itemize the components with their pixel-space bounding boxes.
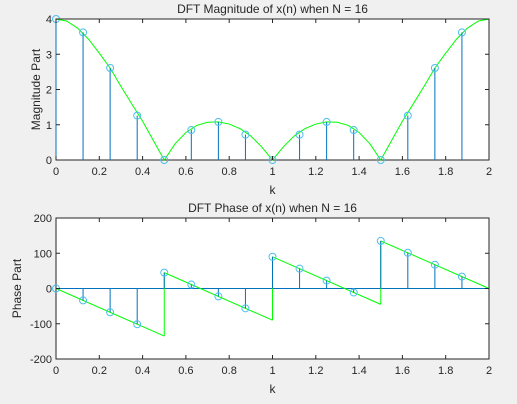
magnitude-y-tick-label: 4: [46, 14, 52, 26]
magnitude-stem-marker: [160, 156, 169, 164]
phase-y-tick-label: 200: [34, 213, 52, 225]
magnitude-stem-marker: [349, 126, 358, 135]
phase-stem-marker: [79, 296, 88, 305]
magnitude-x-tick-label: 0.4: [135, 166, 150, 178]
phase-stem-marker: [403, 248, 412, 257]
phase-stem-marker: [349, 288, 358, 297]
phase-stem-marker: [295, 264, 304, 273]
phase-stem-marker: [241, 304, 250, 313]
magnitude-stem-marker: [430, 63, 439, 72]
phase-x-axis-label: k: [270, 382, 277, 396]
magnitude-x-tick-label: 0.8: [222, 166, 237, 178]
magnitude-stem-marker: [295, 130, 304, 139]
phase-x-tick-label: 0: [53, 365, 59, 377]
magnitude-x-tick-label: 2: [486, 166, 492, 178]
magnitude-y-tick-label: 0: [46, 155, 52, 167]
phase-stem-marker: [214, 292, 223, 301]
phase-x-tick-label: 1.8: [438, 365, 453, 377]
phase-curve-segment: [272, 256, 381, 305]
magnitude-chart: 0 0.2 0.4 0.6 0.8 1 1.2 1.4 1.6 1.8 2 0 1 2 3 4 DFT Ma…: [29, 2, 492, 197]
magnitude-x-tick-label: 1: [269, 166, 275, 178]
magnitude-y-tick-label: 3: [46, 49, 52, 61]
phase-stem-marker: [457, 272, 466, 281]
phase-x-tick-label: 1.4: [351, 365, 366, 377]
magnitude-stem-marker: [403, 111, 412, 120]
phase-x-tick-label: 0.4: [135, 365, 150, 377]
phase-stem-marker: [160, 268, 169, 277]
magnitude-x-tick-label: 0.6: [178, 166, 193, 178]
magnitude-plot-area: [55, 18, 490, 161]
magnitude-stem-marker: [457, 28, 466, 37]
magnitude-stem-marker: [133, 111, 142, 120]
phase-stem-marker: [133, 320, 142, 329]
phase-y-tick-label: -100: [30, 319, 52, 331]
phase-stem-marker: [268, 252, 277, 261]
magnitude-x-tick-label: 1.6: [395, 166, 410, 178]
magnitude-y-tick-label: 2: [46, 85, 52, 97]
phase-stem-marker: [430, 260, 439, 269]
phase-y-tick-label: -200: [30, 354, 52, 366]
phase-curve-segment: [164, 272, 273, 321]
phase-y-axis-label: Phase Part: [10, 258, 24, 318]
magnitude-stem-marker: [376, 156, 385, 164]
phase-x-tick-label: 1.6: [395, 365, 410, 377]
magnitude-stem-marker: [187, 126, 196, 135]
phase-x-tick-label: 1: [269, 365, 275, 377]
magnitude-stem-marker: [106, 63, 115, 72]
phase-stem-marker: [376, 236, 385, 245]
phase-y-tick-label: 0: [46, 284, 52, 296]
magnitude-x-tick-label: 1.2: [308, 166, 323, 178]
phase-stem-marker: [106, 308, 115, 317]
magnitude-x-tick-label: 0.2: [92, 166, 107, 178]
magnitude-x-axis-label: k: [270, 183, 277, 197]
magnitude-stem-marker: [322, 117, 331, 126]
phase-x-tick-label: 2: [486, 365, 492, 377]
magnitude-x-tick-label: 1.8: [438, 166, 453, 178]
magnitude-x-tick-label: 0: [53, 166, 59, 178]
magnitude-y-axis-label: Magnitude Part: [29, 48, 43, 130]
phase-x-tick-label: 0.6: [178, 365, 193, 377]
phase-x-tick-label: 0.8: [222, 365, 237, 377]
magnitude-y-tick-label: 1: [46, 120, 52, 132]
magnitude-x-tick-label: 1.4: [351, 166, 366, 178]
phase-stem-marker: [187, 280, 196, 289]
phase-x-tick-label: 0.2: [92, 365, 107, 377]
phase-chart-title: DFT Phase of x(n) when N = 16: [188, 201, 357, 215]
phase-x-tick-label: 1.2: [308, 365, 323, 377]
magnitude-stem-marker: [241, 130, 250, 139]
phase-stem-marker: [322, 276, 331, 285]
phase-y-tick-label: 100: [34, 248, 52, 260]
phase-chart: 0 0.2 0.4 0.6 0.8 1 1.2 1.4 1.6 1.8 2 -200 -100 0 100…: [10, 201, 492, 396]
magnitude-stem-marker: [214, 117, 223, 126]
magnitude-chart-title: DFT Magnitude of x(n) when N = 16: [177, 2, 368, 16]
magnitude-stem-marker: [79, 28, 88, 37]
